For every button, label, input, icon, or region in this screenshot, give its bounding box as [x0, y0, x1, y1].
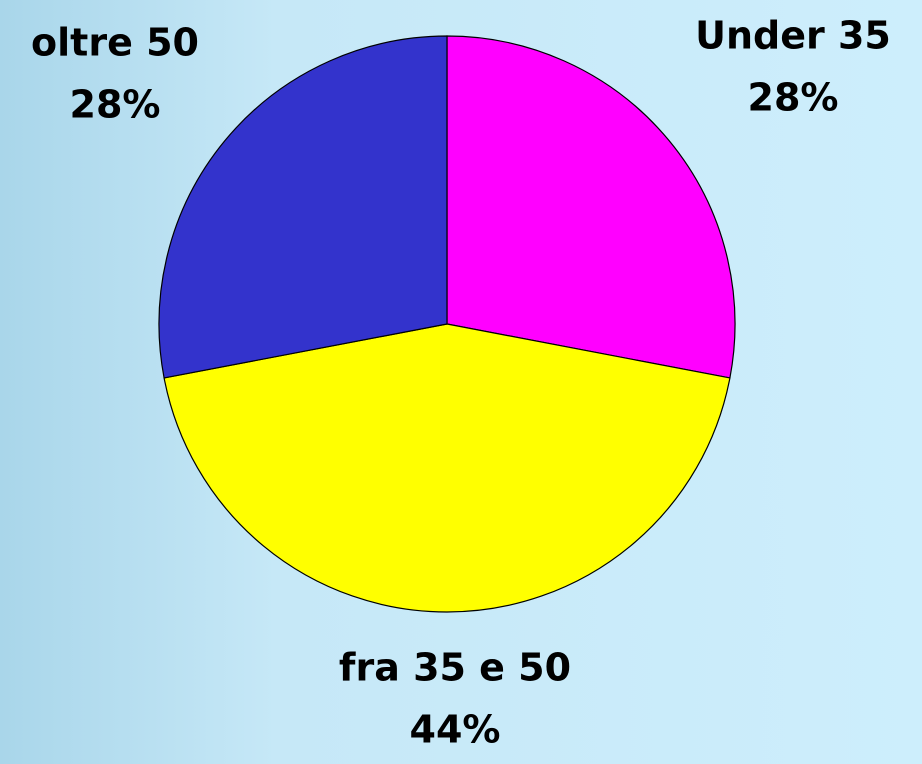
slice-label: oltre 50: [31, 21, 199, 65]
slice-label: fra 35 e 50: [339, 646, 571, 690]
slice-label: Under 35: [695, 14, 891, 58]
slice-value: 44%: [410, 708, 501, 752]
slice-value: 28%: [748, 76, 839, 120]
chart: Under 35 28% fra 35 e 50 44% oltre 50 28%: [0, 0, 922, 764]
slice-value: 28%: [70, 83, 161, 127]
page: {"chart_data": {"type": "pie", "categori…: [0, 0, 922, 764]
